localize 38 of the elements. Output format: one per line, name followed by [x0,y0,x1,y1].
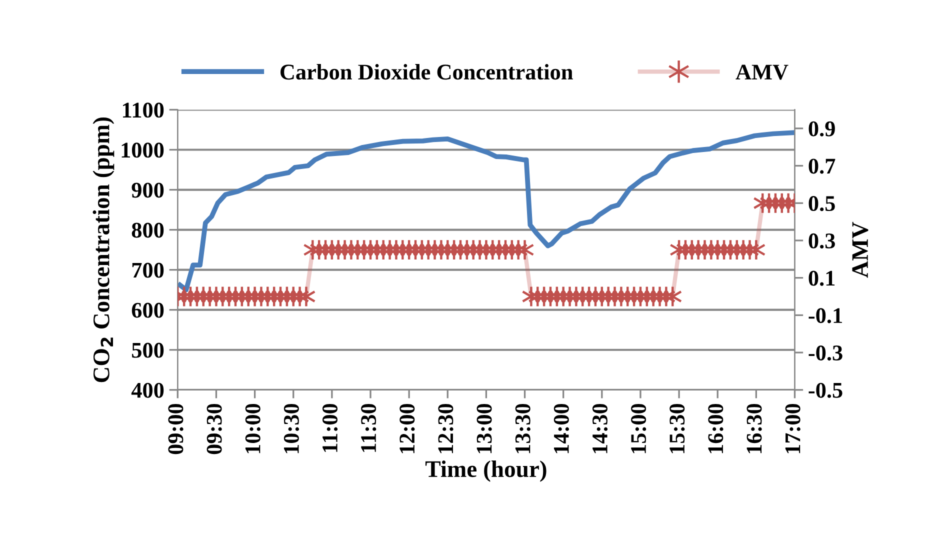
x-tick-label: 10:30 [284,404,300,454]
y2-tick-label: 0.9 [808,121,835,136]
x-tick-label: 12:30 [438,404,454,454]
x-tick-label: 13:30 [515,404,530,454]
legend-label: AMV [736,64,788,80]
x-tick-label: 10:00 [245,404,260,454]
x-tick-label: 17:00 [785,404,800,454]
x-tick-label: 15:30 [670,404,685,454]
legend-label: Carbon Dioxide Concentration [280,64,573,80]
x-tick-label: 13:00 [476,404,492,454]
y-tick-label: 500 [132,342,164,358]
x-tick-label: 12:00 [400,404,415,454]
y2-tick-label: -0.3 [808,345,842,361]
y-tick-label: 400 [131,382,164,398]
y-tick-label: 1100 [123,102,164,118]
x-tick-label: 16:00 [708,404,724,454]
x-tick-label: 11:30 [361,404,376,452]
x-tick-label: 14:00 [554,404,569,454]
x-axis-title: Time (hour) [425,460,546,482]
y-tick-label: 900 [132,182,164,198]
y2-tick-label: 0.1 [808,270,835,286]
x-tick-label: 09:00 [168,404,184,454]
y-tick-label: 600 [132,302,164,318]
x-tick-label: 11:00 [322,404,338,452]
x-tick-label: 09:30 [206,404,222,454]
y2-tick-label: 0.7 [808,158,836,174]
y-axis-title: CO$_{2}$ Concentration (ppm) [92,118,114,382]
y2-tick-label: -0.1 [808,308,842,324]
y2-axis-title: AMV [852,222,868,278]
y2-tick-label: 0.5 [808,196,835,212]
x-tick-label: 15:00 [631,404,646,454]
y2-tick-label: -0.5 [808,382,842,398]
y-tick-label: 800 [132,222,164,238]
y-tick-label: 1000 [122,142,164,158]
y-tick-label: 700 [132,262,164,278]
y2-tick-label: 0.3 [808,233,835,248]
x-tick-label: 16:30 [746,404,762,454]
x-tick-label: 14:30 [592,404,608,454]
